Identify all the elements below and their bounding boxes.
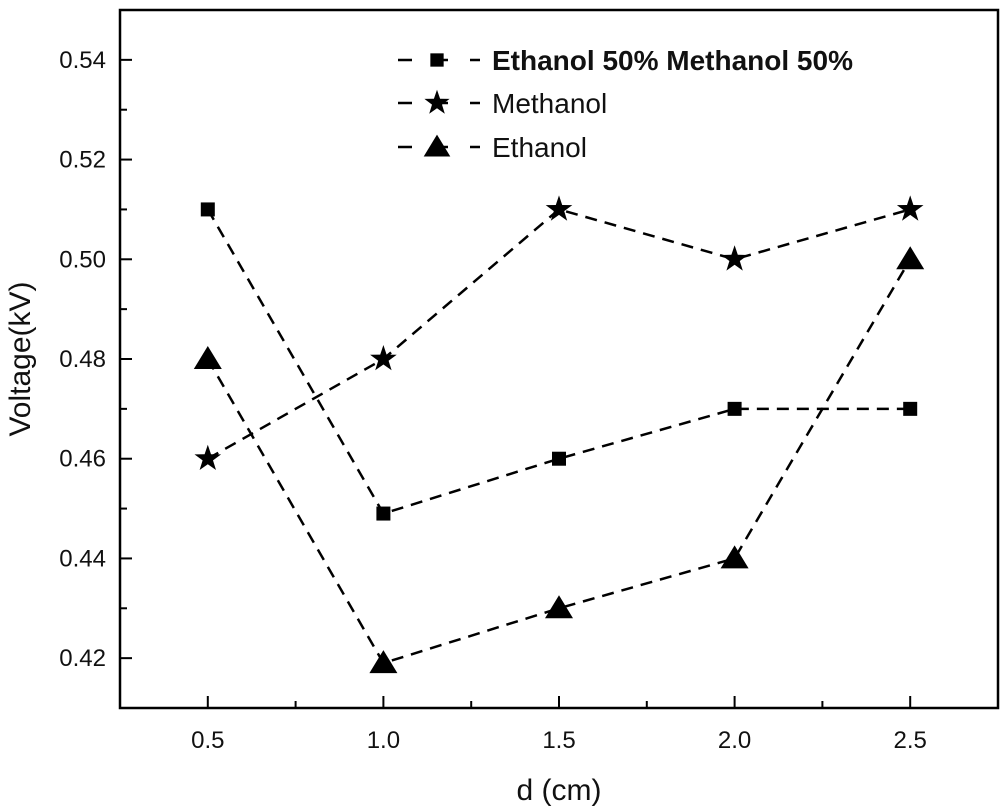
legend-label: Ethanol 50% Methanol 50% (492, 45, 853, 76)
square-marker (903, 401, 918, 416)
legend-item: Methanol (398, 88, 607, 119)
square-marker (200, 202, 215, 217)
series-line (206, 208, 911, 516)
star-marker (545, 195, 573, 221)
square-marker (552, 451, 566, 466)
triangle-marker (545, 595, 573, 619)
x-axis-label: d (cm) (517, 774, 602, 807)
y-axis-label: Voltage(kV) (4, 281, 37, 436)
star-marker (896, 195, 924, 221)
series-triangle (193, 246, 925, 674)
legend-label: Methanol (492, 88, 607, 119)
square-marker (727, 401, 742, 416)
x-tick-label: 2.0 (718, 727, 751, 754)
y-tick-label: 0.46 (59, 446, 106, 473)
legend-item: Ethanol (398, 132, 587, 163)
triangle-marker (423, 134, 451, 157)
x-tick-label: 0.5 (191, 727, 224, 754)
series-square (200, 202, 918, 521)
square-marker (430, 53, 444, 67)
star-marker (721, 245, 748, 271)
star-marker (424, 89, 450, 114)
x-tick-label: 1.0 (367, 727, 400, 754)
y-tick-label: 0.50 (59, 246, 106, 273)
star-marker (370, 345, 397, 371)
triangle-marker (896, 246, 925, 270)
legend-item: Ethanol 50% Methanol 50% (398, 45, 853, 76)
triangle-marker (193, 346, 222, 369)
y-tick-label: 0.42 (59, 645, 106, 672)
x-tick-label: 2.5 (894, 727, 927, 754)
triangle-marker (720, 545, 749, 569)
legend-label: Ethanol (492, 132, 587, 163)
y-tick-label: 0.52 (59, 147, 106, 174)
square-marker (376, 506, 391, 521)
y-tick-label: 0.44 (59, 545, 106, 572)
x-tick-label: 1.5 (542, 727, 575, 754)
star-marker (194, 444, 222, 470)
y-tick-label: 0.54 (59, 47, 106, 74)
y-tick-label: 0.48 (59, 346, 106, 373)
series-line (207, 208, 911, 460)
series-star (194, 195, 924, 470)
triangle-marker (369, 650, 398, 674)
